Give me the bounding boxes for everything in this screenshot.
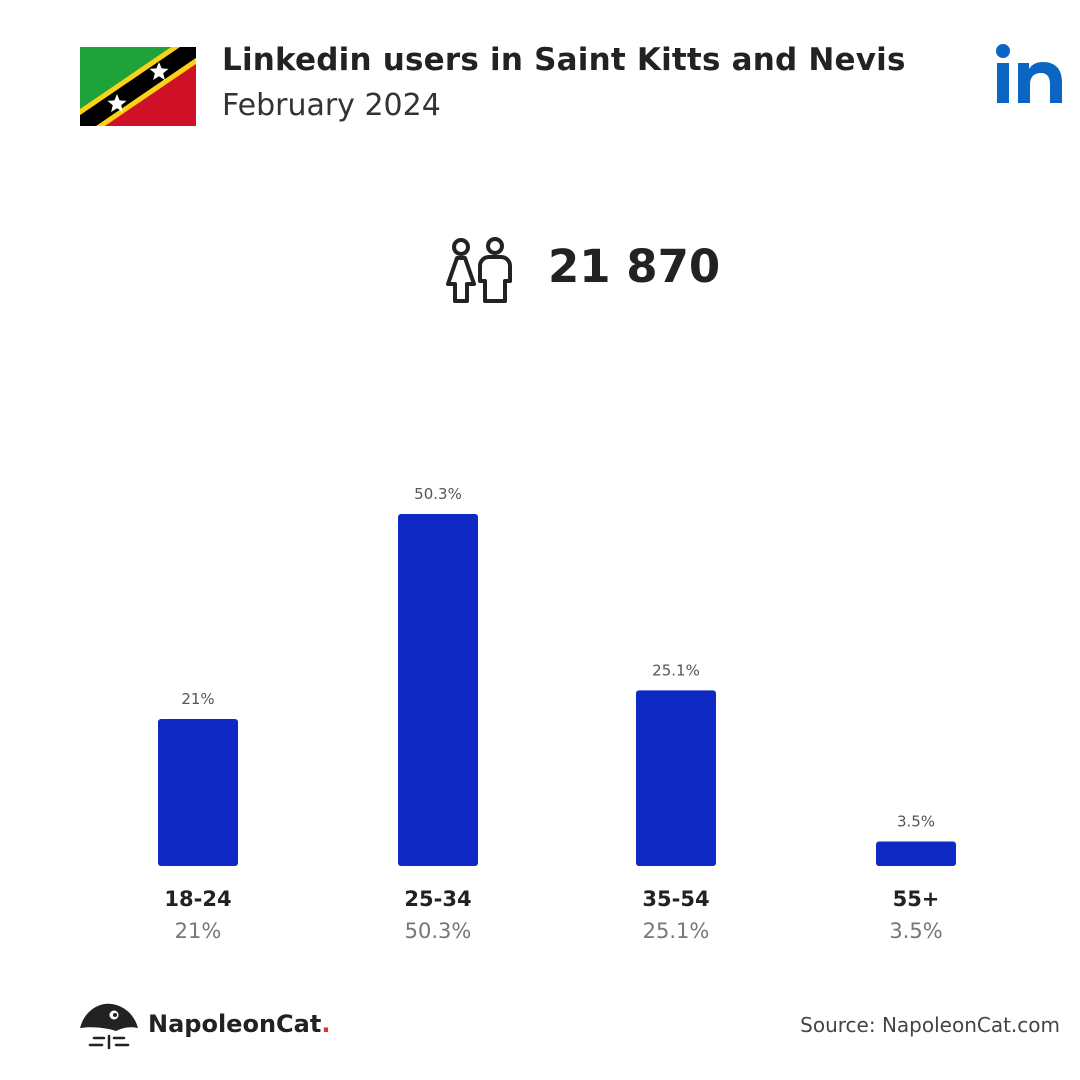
category-value-label: 25.1% bbox=[643, 919, 710, 943]
users-icon bbox=[446, 237, 512, 303]
footer-brand-text: NapoleonCat bbox=[148, 1010, 322, 1038]
bar-value-label: 50.3% bbox=[414, 485, 462, 503]
linkedin-logo-icon bbox=[996, 44, 1062, 103]
bar-value-label: 3.5% bbox=[897, 813, 935, 831]
age-distribution-bar-chart: 21% 18-24 21% 50.3% 25-34 50.3% 25.1% 35-54 25.1… bbox=[158, 485, 956, 943]
napoleoncat-logo-icon bbox=[80, 1003, 138, 1050]
category-label: 55+ bbox=[893, 887, 940, 911]
bar-value-label: 25.1% bbox=[652, 661, 700, 679]
source-credit: Source: NapoleonCat.com bbox=[800, 1013, 1060, 1037]
category-value-label: 3.5% bbox=[889, 919, 942, 943]
saint-kitts-and-nevis-flag-icon bbox=[80, 47, 196, 126]
bar-18-24 bbox=[158, 719, 238, 866]
bar-35-54 bbox=[636, 690, 716, 866]
page-title: Linkedin users in Saint Kitts and Nevis bbox=[222, 42, 906, 78]
category-label: 18-24 bbox=[164, 887, 231, 911]
page-subtitle: February 2024 bbox=[222, 88, 441, 123]
bar-25-34 bbox=[398, 514, 478, 866]
total-users-value: 21 870 bbox=[548, 240, 721, 293]
bar-value-label: 21% bbox=[181, 690, 214, 708]
footer-brand-name: NapoleonCat. bbox=[148, 1010, 330, 1038]
category-label: 25-34 bbox=[404, 887, 471, 911]
bar-55+ bbox=[876, 841, 956, 866]
footer-brand-dot: . bbox=[321, 1010, 331, 1038]
category-value-label: 21% bbox=[175, 919, 222, 943]
category-value-label: 50.3% bbox=[405, 919, 472, 943]
category-label: 35-54 bbox=[642, 887, 709, 911]
